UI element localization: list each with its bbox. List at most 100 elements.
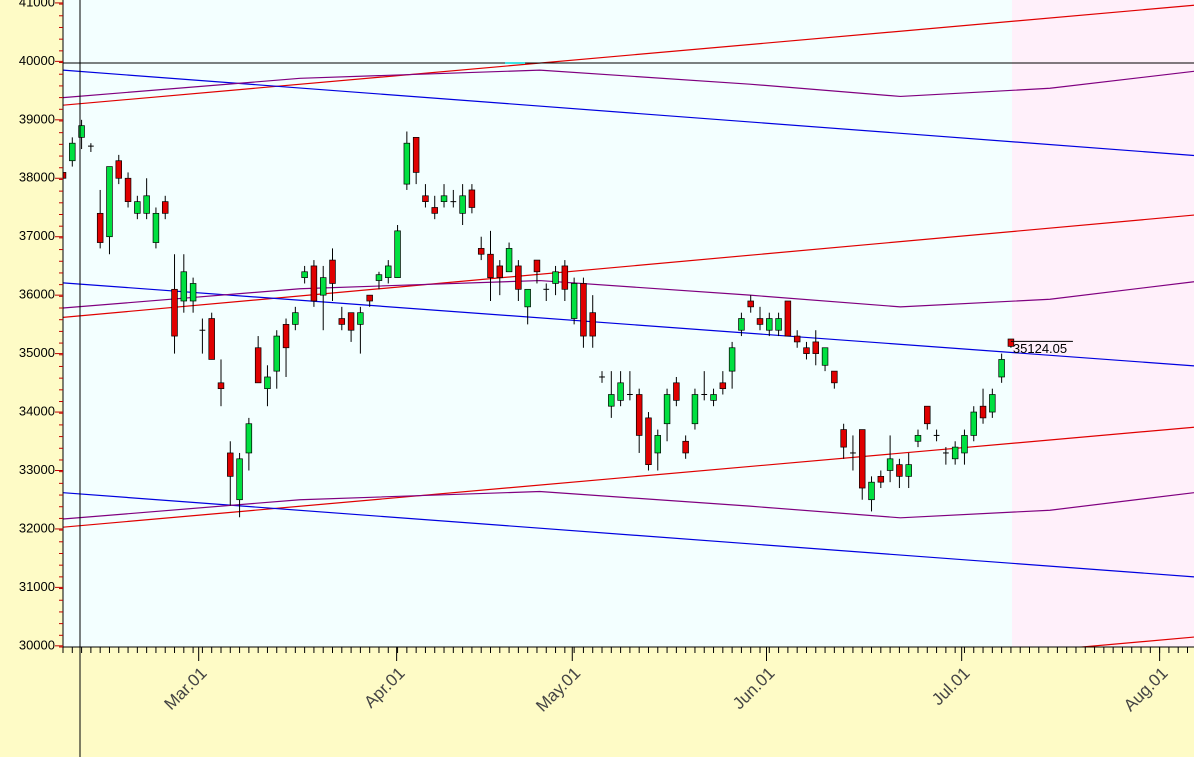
y-tick-label: 37000: [19, 228, 55, 243]
candle-body: [747, 300, 754, 308]
channel-line: [63, 490, 1194, 520]
y-tick-label: 36000: [19, 287, 55, 302]
candle-body: [663, 394, 671, 425]
candle-body: [905, 464, 912, 477]
candle-body: [505, 248, 513, 273]
candle-body: [728, 347, 736, 372]
y-tick-label: 35000: [19, 345, 55, 360]
candle-body: [319, 277, 327, 296]
candle-body: [989, 394, 996, 413]
candle-body: [115, 160, 122, 179]
candle-body: [951, 446, 959, 460]
candle-body: [459, 195, 466, 214]
channel-line: [63, 492, 1194, 578]
y-tick-label: 30000: [19, 637, 55, 652]
channel-line: [63, 426, 1194, 528]
candle-body: [161, 201, 169, 214]
candle-body: [422, 195, 429, 202]
candle-body: [96, 212, 104, 243]
candle-body: [691, 394, 699, 425]
candle-body: [412, 136, 420, 173]
future-zone: [1012, 0, 1194, 647]
candle-body: [617, 382, 624, 401]
candle-body: [106, 166, 113, 238]
candle-body: [979, 405, 987, 419]
candle-body: [227, 452, 234, 477]
candle-body: [245, 423, 253, 454]
y-tick-label: 38000: [19, 170, 55, 185]
candle-body: [840, 429, 847, 448]
candle-body: [858, 429, 866, 489]
candle-body: [487, 253, 494, 278]
candle-body: [431, 207, 438, 214]
candle-body: [282, 324, 290, 349]
candle-body: [868, 481, 875, 501]
last-price-label: 35124.05: [1013, 341, 1067, 356]
candle-body: [896, 464, 903, 477]
candle-body: [570, 283, 578, 319]
candle-body: [812, 341, 819, 354]
candle-body: [180, 271, 188, 302]
candle-body: [803, 347, 810, 354]
candle-body: [468, 189, 476, 208]
candle-body: [143, 195, 150, 214]
candle-body: [756, 318, 764, 325]
candle-body: [831, 370, 838, 384]
candle-body: [357, 312, 364, 325]
candle-body: [515, 265, 522, 290]
candle-body: [171, 288, 178, 337]
candle-body: [273, 335, 280, 372]
candle-body: [738, 318, 745, 331]
candle-body: [217, 382, 225, 390]
y-tick-label: 40000: [19, 53, 55, 68]
candle-body: [134, 201, 141, 214]
candle-body: [254, 347, 262, 384]
candle-body: [821, 347, 829, 366]
channel-line: [63, 279, 1194, 309]
candle-body: [533, 259, 541, 273]
candle-body: [292, 312, 299, 325]
candle-body: [264, 376, 271, 390]
candle-body: [403, 142, 411, 185]
candle-body: [496, 265, 504, 278]
candle-body: [78, 125, 85, 138]
candle-body: [1007, 338, 1015, 347]
candle-body: [682, 440, 689, 454]
candle-body: [608, 394, 615, 407]
candle-body: [440, 195, 448, 202]
candle-body: [998, 359, 1005, 378]
candle-body: [552, 271, 559, 284]
candle-body: [589, 312, 596, 337]
y-tick-label: 32000: [19, 520, 55, 535]
candle-body: [69, 142, 76, 162]
candle-body: [310, 265, 318, 302]
plot-area: [63, 0, 1194, 647]
channel-line: [63, 214, 1194, 318]
y-tick-label: 39000: [19, 111, 55, 126]
candle-body: [784, 300, 792, 337]
candle-body: [635, 394, 643, 436]
candle-body: [924, 405, 931, 425]
candle-body: [375, 274, 383, 281]
candle-body: [914, 435, 922, 442]
candle-body: [710, 394, 717, 401]
candle-body: [189, 283, 197, 302]
candle-body: [775, 318, 782, 331]
channel-line: [63, 282, 1194, 367]
y-tick-label: 41000: [19, 0, 55, 9]
candle-body: [961, 435, 968, 454]
candle-body: [524, 288, 531, 308]
candle-body: [645, 417, 652, 465]
y-tick-label: 33000: [19, 462, 55, 477]
candle-body: [766, 318, 773, 331]
plot: [63, 4, 1194, 647]
candle-body: [654, 435, 662, 454]
y-tick-label: 34000: [19, 403, 55, 418]
candle-body: [877, 475, 885, 483]
channel-line: [63, 69, 1194, 99]
candle-body: [152, 212, 160, 243]
candle-body: [970, 411, 977, 436]
candle-body: [124, 177, 132, 202]
candle-body: [673, 382, 680, 401]
candle-body: [208, 318, 215, 360]
